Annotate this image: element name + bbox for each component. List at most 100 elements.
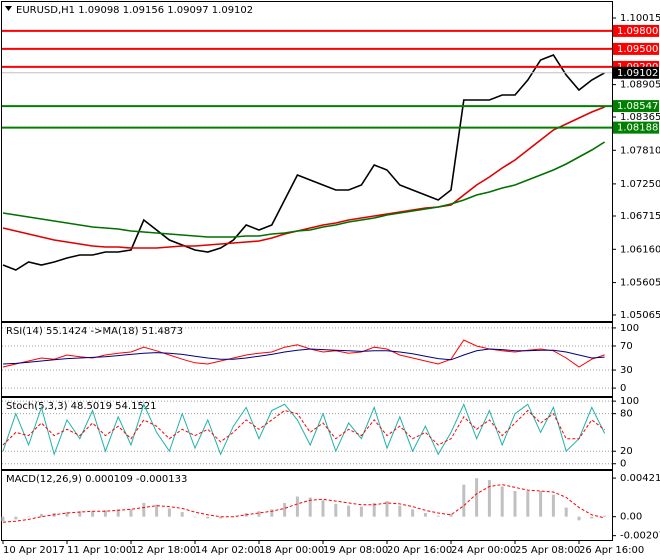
panel-frames bbox=[1, 1, 613, 541]
y-tick-label: 70 bbox=[620, 341, 633, 352]
x-tick-label: 10 Apr 2017 bbox=[3, 545, 65, 556]
panel-title: MACD(12,26,9) 0.000109 -0.000133 bbox=[6, 474, 187, 485]
histogram-bar bbox=[513, 491, 517, 517]
level-label-box bbox=[613, 121, 659, 134]
histogram-bar bbox=[436, 515, 440, 517]
histogram-bar bbox=[1, 516, 5, 522]
level-label: 1.09800 bbox=[617, 26, 658, 37]
panel-title: RSI(14) 55.1424 ->MA(18) 51.4873 bbox=[6, 326, 183, 337]
histogram-bar bbox=[65, 512, 69, 517]
histogram-bar bbox=[577, 516, 581, 521]
histogram-bar bbox=[27, 516, 31, 518]
histogram-bar bbox=[462, 484, 466, 517]
y-tick-label: -0.002075 bbox=[620, 531, 660, 542]
last-price-label: 1.09102 bbox=[617, 68, 658, 79]
series-line bbox=[2, 106, 605, 249]
histogram-bar bbox=[180, 512, 184, 517]
histogram-bar bbox=[321, 500, 325, 517]
x-tick-label: 11 Apr 10:00 bbox=[67, 545, 132, 556]
histogram-bar bbox=[167, 508, 171, 517]
histogram-bar bbox=[359, 506, 363, 517]
histogram-bar bbox=[295, 496, 299, 517]
series-line bbox=[2, 141, 606, 238]
y-tick-label: 1.08905 bbox=[620, 80, 660, 91]
histogram-bar bbox=[423, 513, 427, 517]
series-line bbox=[2, 348, 605, 365]
histogram-bar bbox=[155, 504, 159, 517]
series-line bbox=[2, 484, 605, 523]
histogram-bar bbox=[91, 511, 95, 517]
histogram-bar bbox=[14, 516, 18, 520]
price-panel bbox=[1, 1, 613, 322]
histogram-bar bbox=[539, 491, 543, 517]
level-label-box bbox=[613, 42, 659, 55]
last-price-box bbox=[613, 66, 659, 79]
histogram-bar bbox=[334, 503, 338, 517]
y-tick-label: 80 bbox=[620, 409, 633, 420]
x-tick-label: 12 Apr 18:00 bbox=[131, 545, 196, 556]
x-tick-label: 14 Apr 02:00 bbox=[195, 545, 260, 556]
histogram-bar bbox=[385, 501, 389, 517]
histogram-bar bbox=[526, 491, 530, 517]
stoch-panel bbox=[1, 397, 613, 470]
series-line bbox=[2, 54, 605, 271]
histogram-bar bbox=[116, 509, 120, 517]
histogram-bar bbox=[487, 480, 491, 517]
level-label: 1.09500 bbox=[617, 44, 658, 55]
histogram-bar bbox=[475, 478, 479, 517]
histogram-bar bbox=[142, 502, 146, 517]
histogram-bar bbox=[564, 507, 568, 517]
histogram-bar bbox=[270, 509, 274, 517]
histogram-bar bbox=[551, 494, 555, 517]
y-tick-label: 0.00 bbox=[620, 512, 642, 523]
y-tick-label: 0 bbox=[620, 383, 626, 394]
histogram-bar bbox=[39, 513, 43, 517]
histogram-bar bbox=[449, 513, 453, 517]
histogram-bar bbox=[603, 515, 607, 517]
histogram-bar bbox=[398, 505, 402, 517]
histogram-bar bbox=[372, 502, 376, 517]
x-tick-label: 26 Apr 16:00 bbox=[579, 545, 644, 556]
histogram-bar bbox=[219, 516, 223, 519]
panel-title: Stoch(5,3,3) 48.5019 54.1521 bbox=[6, 401, 157, 412]
series-line bbox=[2, 339, 605, 368]
macd-panel bbox=[1, 470, 613, 541]
y-tick-label: 100 bbox=[620, 396, 639, 407]
y-tick-label: 1.06160 bbox=[620, 244, 660, 255]
y-tick-label: 1.08365 bbox=[620, 112, 660, 123]
y-tick-label: 1.06715 bbox=[620, 211, 660, 222]
x-tick-label: 20 Apr 16:00 bbox=[387, 545, 452, 556]
y-tick-label: 100 bbox=[620, 323, 639, 334]
histogram-bar bbox=[308, 497, 312, 517]
level-label-box bbox=[613, 24, 659, 37]
x-tick-label: 19 Apr 08:00 bbox=[323, 545, 388, 556]
level-label: 1.08188 bbox=[617, 123, 658, 134]
y-tick-label: 1.07810 bbox=[620, 145, 660, 156]
histogram-bar bbox=[193, 516, 197, 518]
x-tick-label: 24 Apr 00:00 bbox=[451, 545, 516, 556]
y-tick-label: 0 bbox=[620, 459, 626, 470]
x-tick-label: 25 Apr 08:00 bbox=[515, 545, 580, 556]
histogram-bar bbox=[206, 516, 210, 519]
panel-title: EURUSD,H1 1.09098 1.09156 1.09097 1.0910… bbox=[16, 5, 253, 16]
histogram-bar bbox=[129, 509, 133, 517]
histogram-bar bbox=[411, 509, 415, 517]
histogram-bar bbox=[347, 505, 351, 517]
y-tick-label: 20 bbox=[620, 446, 633, 457]
y-tick-label: 1.10015 bbox=[620, 13, 660, 24]
y-tick-label: 1.05065 bbox=[620, 310, 660, 321]
histogram-bar bbox=[590, 516, 594, 519]
y-tick-label: 0.004214 bbox=[620, 473, 660, 484]
x-tick-label: 18 Apr 00:00 bbox=[259, 545, 324, 556]
histogram-bar bbox=[500, 486, 504, 517]
y-tick-label: 30 bbox=[620, 365, 633, 376]
histogram-bar bbox=[257, 511, 261, 517]
y-tick-label: 1.07250 bbox=[620, 179, 660, 190]
level-label-box bbox=[613, 100, 659, 113]
level-label: 1.08547 bbox=[617, 101, 658, 112]
histogram-bar bbox=[283, 502, 287, 517]
y-tick-label: 1.05605 bbox=[620, 278, 660, 289]
histogram-bar bbox=[103, 510, 107, 517]
